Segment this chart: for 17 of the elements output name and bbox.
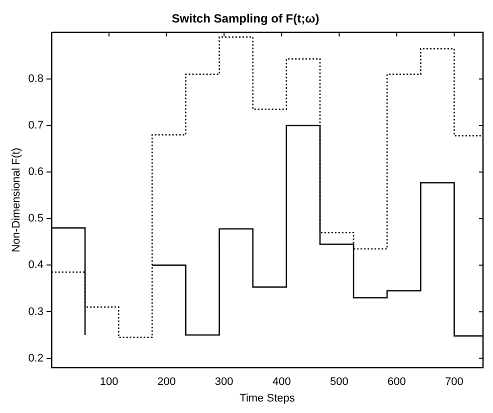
x-axis-title: Time Steps	[240, 392, 296, 404]
x-tick-label: 100	[100, 376, 118, 388]
y-tick-label: 0.6	[28, 166, 44, 178]
x-tick-label: 300	[214, 376, 234, 388]
x-tick-label: 200	[157, 376, 176, 388]
y-tick-label: 0.4	[28, 259, 44, 272]
x-tick-label: 400	[272, 376, 291, 388]
y-tick-label: 0.2	[28, 352, 44, 364]
x-tick-label: 500	[330, 376, 348, 388]
y-tick-label: 0.5	[28, 212, 44, 225]
x-tick-label: 700	[445, 376, 464, 388]
x-tick-label: 600	[388, 376, 406, 388]
y-tick-label: 0.8	[28, 72, 44, 85]
chart-title: Switch Sampling of F(t;ω)	[172, 12, 320, 26]
y-tick-label: 0.3	[28, 306, 44, 318]
y-axis-title: Non-Dimensional F(t)	[10, 148, 23, 252]
y-tick-label: 0.7	[28, 120, 44, 132]
